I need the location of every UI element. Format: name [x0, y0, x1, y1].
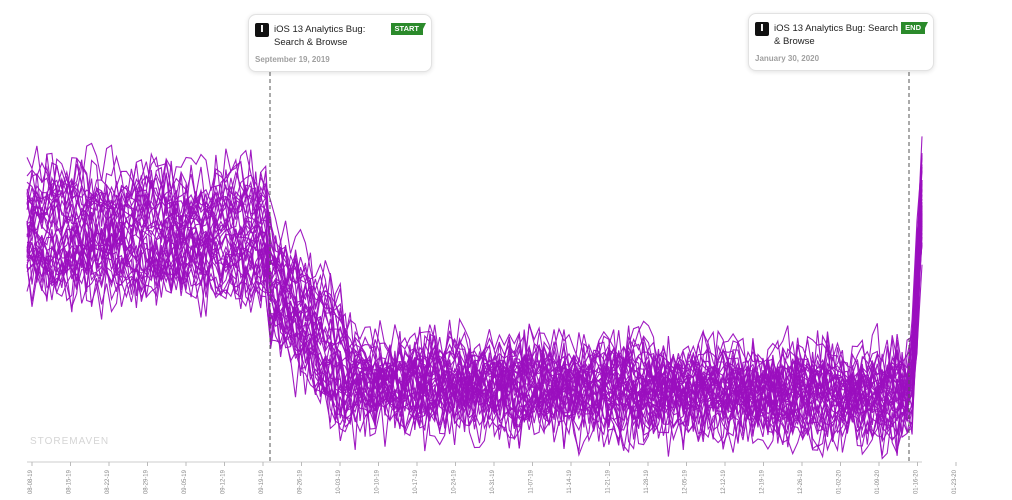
annotation-date: January 30, 2020 — [755, 54, 820, 63]
annotation-end[interactable]: I iOS 13 Analytics Bug: Search & Browse … — [748, 13, 934, 71]
watermark: STOREMAVEN — [30, 436, 110, 447]
series-line — [26, 232, 923, 430]
x-tick-label: 08-08-19 — [28, 469, 34, 494]
x-tick-label: 10-10-19 — [375, 469, 381, 494]
series-layer — [26, 136, 923, 460]
x-tick-label: 10-17-19 — [413, 469, 419, 494]
series-line — [26, 157, 923, 407]
x-tick-label: 12-26-19 — [798, 469, 804, 494]
annotation-date: September 19, 2019 — [255, 55, 330, 64]
series-line — [26, 149, 923, 406]
x-tick-label: 09-05-19 — [182, 469, 188, 494]
x-tick-label: 11-07-19 — [529, 469, 535, 493]
series-line — [26, 205, 923, 426]
series-line — [26, 203, 923, 419]
end-flag-badge: END — [901, 22, 928, 34]
annotation-title: iOS 13 Analytics Bug: Search & Browse — [274, 24, 366, 48]
x-tick-label: 01-09-20 — [875, 469, 881, 494]
series-line — [26, 217, 923, 457]
series-line — [26, 217, 923, 453]
series-line — [26, 142, 923, 395]
x-tick-label: 09-26-19 — [298, 469, 304, 494]
x-tick-label: 12-12-19 — [721, 469, 727, 494]
x-tick-label: 08-22-19 — [105, 469, 111, 494]
start-flag-badge: START — [390, 23, 427, 35]
x-tick-label: 10-31-19 — [490, 469, 496, 494]
x-tick-label: 11-21-19 — [606, 469, 612, 493]
x-tick-label: 01-02-20 — [837, 469, 843, 494]
annotation-start[interactable]: I iOS 13 Analytics Bug: Search & Browse … — [248, 14, 432, 72]
x-tick-label: 10-03-19 — [336, 469, 342, 494]
x-tick-label: 12-05-19 — [683, 469, 689, 494]
x-tick-label: 09-19-19 — [259, 469, 265, 494]
series-line — [26, 218, 923, 436]
x-tick-label: 11-14-19 — [567, 469, 573, 493]
series-line — [26, 205, 923, 440]
series-line — [26, 175, 923, 402]
x-tick-label: 08-15-19 — [67, 469, 73, 494]
x-tick-label: 09-12-19 — [221, 469, 227, 494]
annotation-app-icon: I — [755, 22, 769, 36]
series-line — [26, 226, 923, 457]
annotation-title: iOS 13 Analytics Bug: Search & Browse — [774, 23, 899, 47]
x-tick-labels: 08-08-19 08-15-19 08-22-19 08-29-19 09-05-19… — [28, 462, 958, 494]
x-tick-label: 12-19-19 — [760, 469, 766, 494]
x-tick-label: 10-24-19 — [452, 469, 458, 494]
x-tick-label: 01-16-20 — [914, 469, 920, 494]
x-tick-label: 08-29-19 — [144, 469, 150, 494]
x-tick-label: 11-28-19 — [644, 469, 650, 493]
x-tick-label: 01-23-20 — [952, 469, 958, 494]
annotation-app-icon: I — [255, 23, 269, 37]
